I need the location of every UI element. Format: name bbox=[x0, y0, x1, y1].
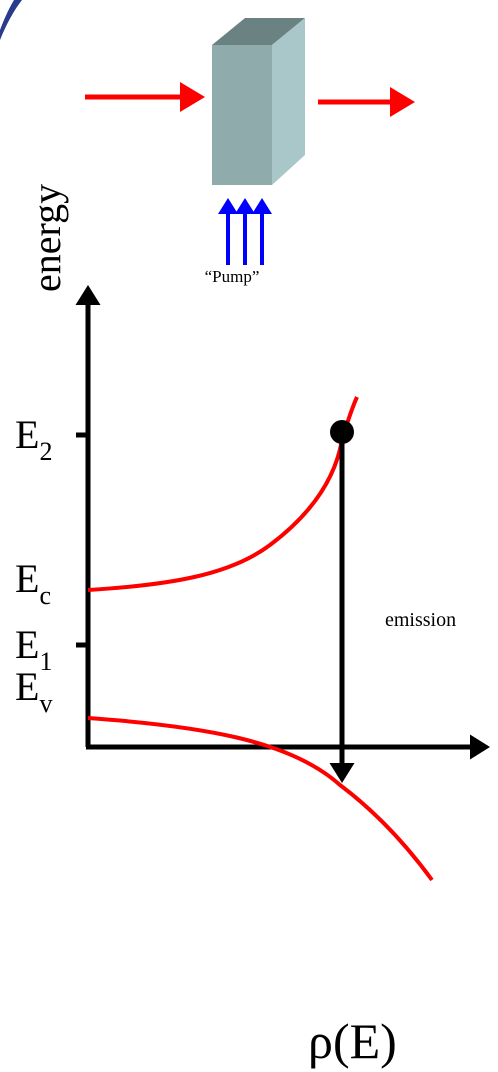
electron bbox=[330, 420, 354, 444]
level-label: Ec bbox=[15, 556, 51, 610]
pump-arrows bbox=[218, 198, 272, 265]
x-axis-label: ρ(E) bbox=[308, 1013, 397, 1069]
conduction-band bbox=[87, 396, 359, 592]
level-label: Ev bbox=[15, 664, 52, 718]
level-label: E1 bbox=[15, 622, 52, 676]
crystal bbox=[212, 18, 305, 185]
level-label: E2 bbox=[15, 412, 52, 466]
y-axis-label: energy bbox=[24, 184, 69, 292]
pump-label: “Pump” bbox=[205, 267, 260, 286]
emission-label: emission bbox=[385, 609, 456, 631]
valence-band bbox=[87, 716, 434, 882]
corner-swoosh bbox=[0, 0, 22, 40]
